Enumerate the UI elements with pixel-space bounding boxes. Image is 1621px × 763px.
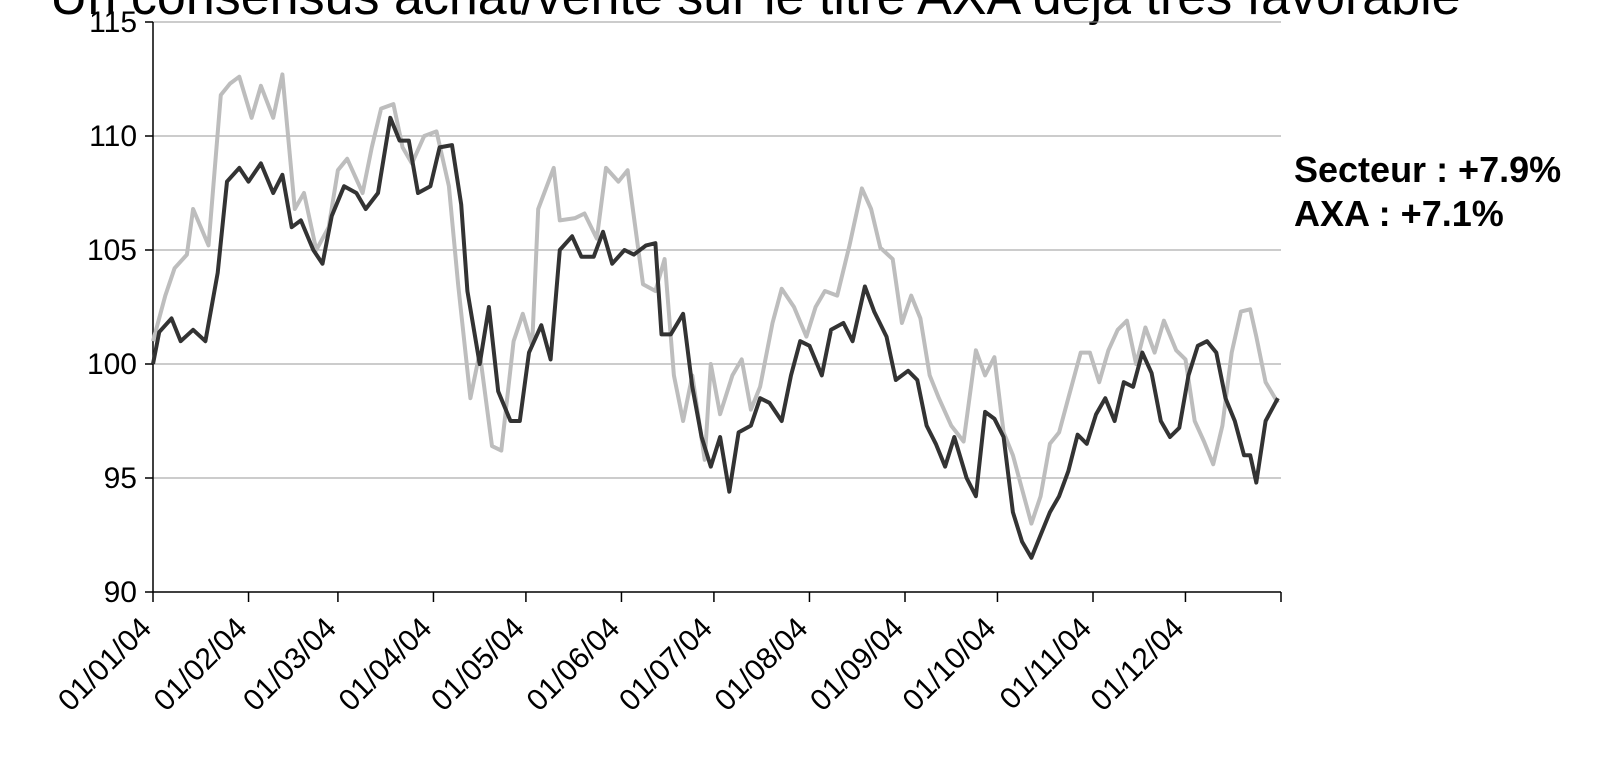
x-tick-label: 01/01/04 bbox=[52, 612, 158, 718]
gridlines bbox=[153, 21, 1281, 479]
y-tick-label: 115 bbox=[89, 6, 137, 39]
x-tick-label: 01/06/04 bbox=[520, 612, 626, 718]
y-tick-label: 110 bbox=[89, 120, 137, 153]
y-tick-label: 90 bbox=[104, 576, 137, 609]
x-tick-label: 01/12/04 bbox=[1084, 612, 1190, 718]
y-tick-label: 95 bbox=[104, 462, 137, 495]
x-tick-label: 01/03/04 bbox=[237, 612, 343, 718]
x-tick-label: 01/10/04 bbox=[896, 612, 1002, 718]
annotation-secteur: Secteur : +7.9% bbox=[1294, 149, 1561, 190]
axes bbox=[152, 22, 1281, 593]
series-line-0 bbox=[151, 72, 1280, 526]
x-tick-label: 01/07/04 bbox=[613, 612, 719, 718]
y-tick-label: 100 bbox=[87, 348, 137, 381]
x-tick-label: 01/08/04 bbox=[708, 612, 814, 718]
series-line-1 bbox=[151, 115, 1280, 560]
x-tick-label: 01/09/04 bbox=[804, 612, 910, 718]
x-tick-label: 01/11/04 bbox=[994, 612, 1098, 716]
y-tick-label: 105 bbox=[87, 234, 137, 267]
x-ticks: 01/01/0401/02/0401/03/0401/04/0401/05/04… bbox=[52, 592, 1282, 718]
annotation-axa: AXA : +7.1% bbox=[1294, 193, 1504, 234]
y-ticks: 90 95 100 105 110 115 bbox=[87, 6, 153, 609]
x-tick-label: 01/02/04 bbox=[148, 612, 254, 718]
series-lines bbox=[151, 72, 1280, 560]
x-tick-label: 01/05/04 bbox=[425, 612, 531, 718]
x-tick-label: 01/04/04 bbox=[332, 612, 438, 718]
